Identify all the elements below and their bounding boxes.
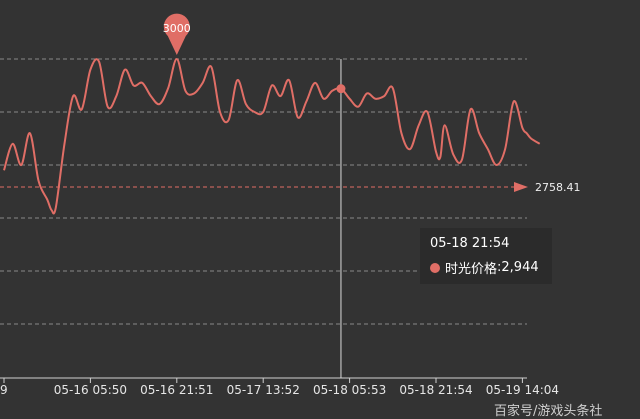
x-tick-label: 05-16 21:51 <box>140 383 213 397</box>
x-tick-label: 05-18 05:53 <box>313 383 386 397</box>
crosshair-point <box>336 84 346 94</box>
price-line-chart: 9 05-16 05:50 05-16 21:51 05-17 13:52 05-18 … <box>0 13 581 397</box>
tooltip-separator: : <box>497 260 502 275</box>
x-tick-label: 05-16 05:50 <box>54 383 127 397</box>
x-tick-label: 9 <box>0 383 8 397</box>
x-tick-label: 05-18 21:54 <box>399 383 472 397</box>
tooltip-series-name: 时光价格 <box>445 262 498 277</box>
tooltip-value: 2,944 <box>501 260 539 275</box>
average-line-arrow <box>514 182 528 193</box>
tooltip-time: 05-18 21:54 <box>430 236 510 251</box>
series-line-price <box>3 57 541 215</box>
chart-stage: 9 05-16 05:50 05-16 21:51 05-17 13:52 05-18 … <box>0 13 603 419</box>
average-line-label: 2758.41 <box>535 181 581 194</box>
max-marker-label: 3000 <box>163 22 191 35</box>
max-marker-pin <box>163 13 190 55</box>
tooltip-series-dot <box>430 262 440 273</box>
tooltip-row: 时光价格 : 2,944 <box>430 258 539 277</box>
x-tick-label: 05-19 14:04 <box>486 383 559 397</box>
x-tick-label: 05-17 13:52 <box>227 383 300 397</box>
tooltip: 05-18 21:54 时光价格 : 2,944 <box>420 228 552 284</box>
